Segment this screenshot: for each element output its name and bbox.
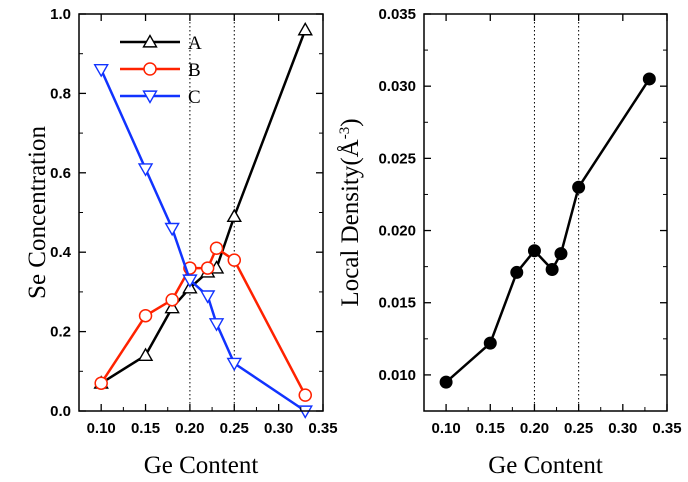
legend-marker-A — [142, 34, 158, 48]
y-tick-label: 0.0 — [50, 403, 71, 420]
data-point-C-2 — [137, 163, 154, 177]
data-point-A-8 — [297, 21, 313, 36]
series-line-1 — [445, 78, 651, 384]
x-tick-label: 0.35 — [652, 420, 681, 437]
x-tick-label: 0.20 — [520, 420, 549, 437]
data-point-1-7 — [572, 180, 586, 194]
y-tick-label: 0.6 — [50, 165, 71, 182]
chart-local-density: 0.10 0.15 0.20 0.25 0.30 0.35 0.010 0.015 0.020 0… — [337, 6, 682, 479]
x-tick-label: 0.30 — [608, 420, 637, 437]
data-point-C-3 — [164, 222, 180, 237]
data-point-B-8 — [298, 388, 313, 402]
y-tick-label: 0.025 — [378, 150, 416, 167]
data-point-B-6 — [209, 241, 224, 255]
legend-label-A: A — [188, 33, 202, 54]
y-axis-title: Local Density(Å-3) — [337, 118, 364, 306]
legend-label-B: B — [188, 60, 201, 81]
data-point-1-2 — [483, 336, 497, 350]
legend-label-C: C — [188, 87, 201, 108]
y-tick-label: 0.4 — [50, 244, 72, 261]
data-point-C-7 — [226, 357, 242, 372]
y-tick-label: 0.8 — [50, 85, 71, 102]
x-tick-label: 0.35 — [308, 420, 337, 437]
y-axis-unit-exponent: -3 — [337, 127, 353, 140]
y-axis-unit: Å — [337, 139, 364, 157]
legend: ABC — [120, 33, 202, 108]
y-tick-label: 0.030 — [378, 78, 416, 95]
data-point-1-4 — [527, 244, 541, 258]
data-point-A-2 — [137, 347, 154, 361]
y-tick-label: 0.015 — [378, 295, 416, 312]
data-point-B-1 — [94, 376, 108, 390]
x-tick-label: 0.25 — [564, 420, 593, 437]
y-tick-label: 0.035 — [378, 6, 416, 23]
y-axis-title-text: Local Density — [337, 165, 364, 306]
data-point-A-7 — [226, 208, 242, 223]
data-point-B-2 — [138, 308, 153, 323]
x-axis-title: Ge Content — [144, 452, 259, 479]
data-point-1-6 — [554, 247, 568, 261]
y-tick-label: 0.020 — [378, 223, 416, 240]
series-line-A — [100, 29, 307, 385]
y-axis-unit-open: ( — [337, 157, 364, 165]
x-tick-label: 0.30 — [264, 420, 293, 437]
y-axis-unit-close: ) — [337, 118, 364, 126]
x-tick-label: 0.15 — [476, 420, 505, 437]
x-tick-label: 0.20 — [175, 420, 204, 437]
data-point-1-5 — [545, 263, 559, 277]
data-point-1-3 — [510, 265, 524, 279]
data-point-B-5 — [200, 261, 215, 275]
data-point-1-1 — [439, 375, 453, 389]
data-point-C-5 — [199, 290, 216, 304]
data-point-C-8 — [297, 405, 313, 419]
data-point-B-3 — [165, 293, 179, 307]
y-tick-label: 0.2 — [50, 324, 71, 341]
plot-frame — [423, 13, 668, 412]
x-axis-title: Ge Content — [488, 452, 603, 479]
data-point-1-8 — [642, 72, 656, 86]
data-point-B-7 — [227, 253, 242, 267]
chart-se-concentration: 0.10 0.15 0.20 0.25 0.30 0.35 0.0 0.2 0.4 0.6 0.8 1… — [24, 6, 338, 479]
y-axis-title: Se Concentration — [24, 126, 51, 299]
x-tick-label: 0.25 — [220, 420, 249, 437]
x-tick-label: 0.15 — [131, 420, 160, 437]
legend-marker-B — [143, 62, 157, 76]
legend-marker-C — [142, 90, 158, 104]
x-tick-label: 0.10 — [431, 420, 460, 437]
y-tick-label: 0.010 — [378, 367, 416, 384]
data-point-C-4 — [182, 274, 198, 288]
series-line-C — [100, 69, 306, 413]
y-tick-label: 1.0 — [50, 6, 71, 23]
data-point-A-3 — [164, 299, 180, 314]
data-point-C-1 — [93, 64, 109, 78]
y-axis-title-text: Se Concentration — [24, 126, 51, 299]
data-point-C-6 — [208, 318, 225, 332]
plot-frame — [78, 13, 324, 412]
x-tick-label: 0.10 — [87, 420, 116, 437]
